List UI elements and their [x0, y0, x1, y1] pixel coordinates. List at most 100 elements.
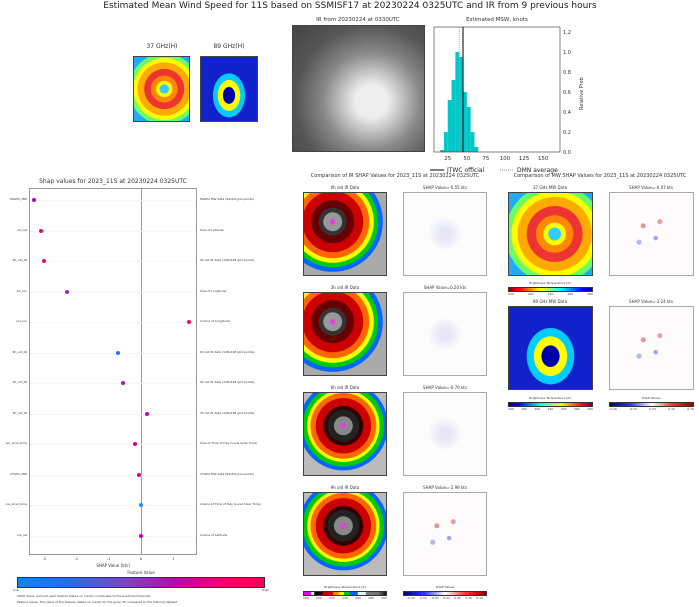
- y-tick-label: 0.4: [563, 110, 571, 116]
- mw37-colorbar: [508, 287, 593, 292]
- hist-bar: [443, 132, 448, 152]
- shap-axes: [29, 188, 197, 555]
- feature-name: sin_local_time: [5, 441, 27, 445]
- mw89-cb-label: Brightness Temperature [K]: [529, 396, 571, 400]
- figure-title: Estimated Mean Wind Speed for 11S based …: [103, 1, 597, 11]
- hist-title: Estimated MSW, knots: [466, 17, 528, 23]
- x-tick-label: 150: [538, 156, 549, 162]
- ir-shap-ticks: -0.15 -0.10 -0.05 0.00 0.05 0.10 0.15: [407, 596, 483, 600]
- hist-axes: [433, 26, 561, 153]
- feature-name: 89GHz_MW: [9, 197, 27, 201]
- feature-description: Sine of Longitude: [200, 288, 227, 293]
- ir-shap-title: SHAP Value=-0.70 kts: [423, 385, 467, 390]
- mw37-shap-title: SHAP Value=-0.07 kts: [629, 185, 673, 190]
- shap-x-tick: -3: [42, 557, 46, 561]
- shap-title: Shap values for 2023_11S at 20230224 032…: [39, 178, 187, 185]
- hist-ylabel: Relative Prob: [579, 77, 585, 110]
- tick: 180: [303, 596, 309, 600]
- shap-x-tick: 1: [172, 557, 175, 561]
- mw37-shap-image: [609, 192, 694, 276]
- hist-bar: [459, 57, 464, 152]
- y-tick-label: 0.0: [563, 150, 571, 156]
- feature-gridline: [30, 505, 196, 506]
- x-tick-label: 125: [519, 156, 530, 162]
- shap-dot: [116, 350, 121, 355]
- tick: 0.05: [454, 596, 461, 600]
- tick: 260: [355, 596, 361, 600]
- feature-gridline: [30, 352, 196, 354]
- shap-dot: [38, 228, 43, 233]
- tick: 0.00: [649, 407, 656, 411]
- mw89-colorbar: [508, 402, 593, 407]
- tick: 280: [587, 292, 593, 296]
- tick: 240: [547, 292, 554, 296]
- legend-jtwc: JTWC official: [446, 167, 485, 174]
- shap-dot: [137, 472, 142, 477]
- shap-dot: [139, 533, 143, 538]
- feature-name: cos_lat: [16, 532, 27, 537]
- shap-x-tick: -1: [106, 557, 111, 561]
- ir-data-image: [303, 192, 387, 276]
- mw89-cb-ticks: 160 180 200 220 240 260 280: [508, 407, 593, 411]
- feature-name: cos_local_time: [5, 502, 27, 506]
- feature-description: 37GHz MW data (64x64 grid points): [200, 471, 254, 476]
- tick: 300: [381, 596, 387, 600]
- mw89-thumb-image: [200, 56, 258, 122]
- mw89-shap-title: SHAP Value=-3.24 kts: [629, 299, 673, 304]
- ir-data-title: 9h old IR Data: [330, 485, 360, 490]
- ir-data-image: [303, 492, 387, 576]
- y-tick-label: 1.0: [563, 50, 571, 56]
- feature-description: 6h old IR data (128x128 grid points): [200, 349, 255, 354]
- tick: 0.10: [465, 596, 472, 600]
- shap-note: SHAP Value: Amount each feature (listed …: [17, 594, 151, 598]
- mw37-thumb-image: [133, 56, 190, 122]
- ir-compare-title: Comparison of IR SHAP Values for 2023_11…: [310, 173, 480, 179]
- shap-dot: [145, 411, 150, 416]
- shap-dot: [32, 198, 37, 202]
- tick: 240: [560, 407, 567, 411]
- feature-description: 0h old IR data (128x128 grid points): [200, 380, 255, 384]
- feature-gridline: [30, 230, 196, 232]
- mw-shap-colorbar: [609, 402, 694, 407]
- mw37-data-image: [508, 192, 593, 276]
- tick: 220: [329, 596, 335, 600]
- feature-description: Cosine of Longitude: [200, 319, 230, 323]
- hist-bar: [470, 132, 475, 152]
- feature-note: Feature Value: The value of the feature …: [17, 600, 178, 604]
- tick: 260: [567, 292, 574, 296]
- tick: -0.10: [629, 407, 637, 411]
- feature-name: 9h_old_IR: [12, 258, 27, 262]
- tick: 220: [547, 407, 554, 411]
- hist-bar: [451, 80, 456, 152]
- ir-shap-colorbar: [403, 591, 487, 596]
- y-tick-label: 0.2: [563, 130, 571, 136]
- feature-gridline: [30, 322, 196, 323]
- mw-shap-cb-label: SHAP Values: [641, 396, 661, 400]
- y-tick-label: 1.2: [563, 30, 571, 36]
- tick: 280: [368, 596, 374, 600]
- feature-gridline: [30, 535, 196, 537]
- ir-shap-image: [403, 192, 487, 276]
- feature-description: Cosine of Latitude: [200, 532, 228, 537]
- ir-shap-cb-label: SHAP Values: [435, 585, 455, 589]
- mw-compare-title: Comparison of MW SHAP Values for 2023_11…: [513, 173, 687, 179]
- tick: 280: [587, 407, 593, 411]
- msw-histogram: 25 50 75 100 125 150 0.0 0.2 0.4 0.6 0.8 1.0 1.2 JTWC…: [430, 26, 571, 174]
- feature-description: 9h old IR data (128x128 grid points): [200, 258, 255, 262]
- feature-gridline: [30, 291, 196, 293]
- feature-colorbar-title: Feature Value: [127, 570, 155, 575]
- tick: 200: [508, 292, 514, 296]
- feature-gridline: [30, 413, 196, 415]
- ir-data-title: 6h old IR Data: [330, 385, 360, 390]
- mw-shap-cb-ticks: -0.20 -0.10 0.00 0.10 0.20: [609, 407, 694, 411]
- ir-cb-label: Brightness Temperature [K]: [324, 585, 366, 589]
- tick: 0.15: [476, 596, 483, 600]
- tick: 0.20: [687, 407, 694, 411]
- shap-dot: [132, 442, 137, 446]
- hist-bar: [466, 107, 471, 152]
- feature-description: 3h old IR data (128x128 grid points): [200, 410, 255, 415]
- ir-shap-title: SHAP Value=-2.99 kts: [423, 485, 467, 490]
- x-tick-label: 50: [463, 156, 470, 162]
- shap-dot: [121, 381, 126, 385]
- feature-gridline: [30, 383, 196, 384]
